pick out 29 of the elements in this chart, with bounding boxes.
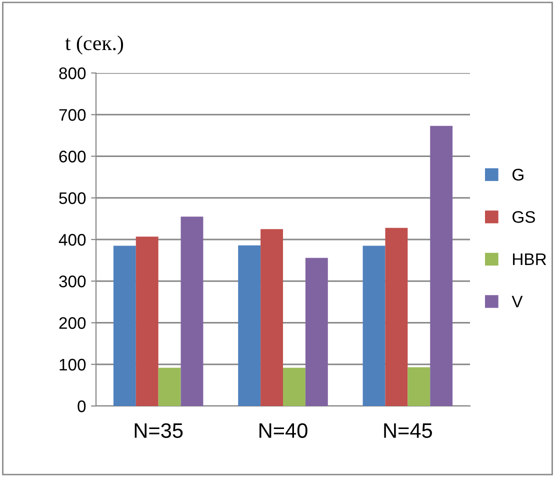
bar bbox=[283, 368, 306, 406]
y-tick-label: 500 bbox=[59, 192, 86, 204]
bar bbox=[113, 246, 136, 406]
legend-label: HBR bbox=[513, 254, 546, 265]
bar bbox=[180, 216, 204, 406]
bar bbox=[408, 367, 430, 406]
bar bbox=[158, 368, 181, 406]
y-tick-label: 300 bbox=[59, 276, 86, 288]
y-tick-label: 0 bbox=[78, 400, 86, 412]
bar bbox=[305, 258, 328, 406]
x-tick-label: N=40 bbox=[260, 423, 308, 438]
legend-label: V bbox=[512, 296, 523, 308]
bar bbox=[260, 229, 283, 406]
bar bbox=[385, 228, 408, 406]
y-tick-label: 700 bbox=[59, 109, 86, 121]
y-tick-label: 400 bbox=[58, 234, 86, 246]
bar bbox=[362, 246, 386, 406]
y-tick-label: 200 bbox=[59, 317, 86, 329]
y-tick-label: 600 bbox=[59, 150, 86, 162]
bar bbox=[238, 245, 261, 406]
y-tick-label: 100 bbox=[60, 358, 86, 371]
legend-label: G bbox=[512, 168, 524, 181]
x-tick-label: N=45 bbox=[384, 423, 432, 438]
bar bbox=[136, 236, 158, 406]
legend-label: GS bbox=[512, 211, 535, 223]
bar bbox=[430, 126, 453, 406]
x-tick-label: N=35 bbox=[134, 423, 183, 438]
y-tick-label: 800 bbox=[59, 67, 86, 80]
y-axis-title: t (сек.) bbox=[65, 36, 124, 54]
